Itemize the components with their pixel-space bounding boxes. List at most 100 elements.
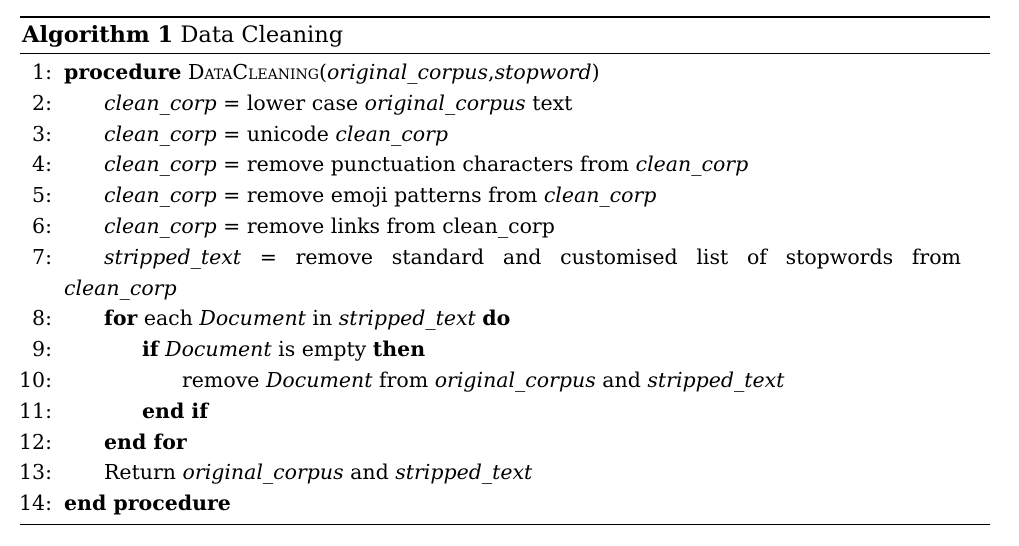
line-code: clean_corp = lower case original_corpus … xyxy=(104,88,572,119)
algorithm-caption: Algorithm 1 Data Cleaning xyxy=(22,17,343,53)
keyword-then: then xyxy=(372,337,426,362)
statement-text: lower case xyxy=(246,90,359,115)
line-number: 7: xyxy=(32,244,52,269)
variable: clean_corp xyxy=(104,90,217,115)
line-code: if Document is empty then xyxy=(142,334,425,365)
algorithm-name: Data Cleaning xyxy=(180,22,344,48)
line-number: 11: xyxy=(19,398,52,423)
variable: clean_corp xyxy=(543,183,657,208)
line-code: Return original_corpus and stripped_text xyxy=(104,457,532,488)
keyword-if: if xyxy=(142,337,159,362)
statement-word: from xyxy=(911,244,961,269)
line-code: clean_corp = unicode clean_corp xyxy=(104,119,448,150)
statement-word: list xyxy=(696,244,729,269)
line-number: 3: xyxy=(32,121,52,146)
line-code: clean_corp = remove punctuation characte… xyxy=(104,149,748,180)
statement-word: customised xyxy=(560,244,678,269)
algorithm-line-4: 4: clean_corp = remove punctuation chara… xyxy=(0,149,990,180)
line-number: 5: xyxy=(32,183,52,208)
algorithm-line-14: 14: end procedure xyxy=(0,488,990,519)
variable: clean_corp xyxy=(104,152,217,177)
keyword-end-if: end if xyxy=(142,398,209,423)
paren-close: ) xyxy=(591,60,600,84)
statement-text: is empty xyxy=(278,337,367,362)
algorithm-line-1: 1: procedure DataCleaning(original_corpu… xyxy=(0,57,990,88)
algorithm-line-6: 6: clean_corp = remove links from clean_… xyxy=(0,211,990,242)
algorithm-line-7-continuation: clean_corp xyxy=(0,273,990,304)
variable: stripped_text xyxy=(104,244,242,269)
statement-text: remove xyxy=(182,368,260,392)
statement-text: text xyxy=(532,90,573,115)
algorithm-line-2: 2: clean_corp = lower case original_corp… xyxy=(0,88,990,119)
statement-word: remove xyxy=(295,244,374,269)
keyword-procedure: procedure xyxy=(64,60,182,84)
algorithm-line-5: 5: clean_corp = remove emoji patterns fr… xyxy=(0,180,990,211)
variable: clean_corp xyxy=(64,275,177,300)
algorithm-line-13: 13: Return original_corpus and stripped_… xyxy=(0,457,990,488)
variable: clean_corp xyxy=(104,121,217,146)
variable: clean_corp xyxy=(335,121,449,146)
equals: = xyxy=(223,183,241,208)
comma: , xyxy=(488,60,495,84)
algorithm-line-8: 8: for each Document in stripped_text do xyxy=(0,303,990,334)
statement-text: remove punctuation characters from xyxy=(246,152,630,177)
algorithm-line-12: 12: end for xyxy=(0,427,990,458)
equals: = xyxy=(223,214,241,238)
statement-text: and xyxy=(602,368,641,392)
equals: = xyxy=(223,121,241,146)
keyword-end-procedure: end procedure xyxy=(64,491,231,516)
statement-text: from xyxy=(378,368,429,392)
keyword-do: do xyxy=(482,306,511,331)
statement-text: and xyxy=(350,460,389,485)
line-code: remove Document from original_corpus and… xyxy=(182,365,784,396)
statement-word: of xyxy=(746,244,767,269)
keyword-end-for: end for xyxy=(104,429,187,454)
statement-text: Return xyxy=(104,460,177,485)
line-number: 4: xyxy=(32,152,52,177)
statement-text: in xyxy=(312,306,333,331)
equals: = xyxy=(223,90,241,115)
variable: original_corpus xyxy=(434,368,596,392)
variable: original_corpus xyxy=(364,90,526,115)
statement-text: remove emoji patterns from xyxy=(246,183,538,208)
equals: = xyxy=(259,244,277,269)
line-code: procedure DataCleaning(original_corpus,s… xyxy=(64,57,600,88)
line-code: clean_corp = remove links from clean_cor… xyxy=(104,211,555,242)
line-number: 2: xyxy=(32,90,52,115)
statement-word: and xyxy=(502,244,542,269)
algorithm-label: Algorithm 1 xyxy=(22,22,174,48)
algorithm-line-10: 10: remove Document from original_corpus… xyxy=(0,365,990,396)
paren-open: ( xyxy=(318,60,327,84)
variable: Document xyxy=(199,306,306,331)
line-number: 6: xyxy=(32,214,52,238)
line-number: 1: xyxy=(32,60,52,84)
procedure-name: DataCleaning xyxy=(187,60,319,84)
caption-rule xyxy=(20,53,990,54)
top-rule xyxy=(20,16,990,18)
line-code: for each Document in stripped_text do xyxy=(104,303,510,334)
variable: Document xyxy=(165,337,272,362)
line-number: 9: xyxy=(32,337,52,362)
algorithm-line-9: 9: if Document is empty then xyxy=(0,334,990,365)
statement-text: unicode xyxy=(246,121,329,146)
line-number: 10: xyxy=(19,368,52,392)
line-number: 14: xyxy=(19,491,52,516)
argument-original-corpus: original_corpus xyxy=(326,60,489,84)
variable: clean_corp xyxy=(635,152,749,177)
variable: original_corpus xyxy=(182,460,344,485)
equals: = xyxy=(223,152,241,177)
line-number: 12: xyxy=(19,429,52,454)
variable: stripped_text xyxy=(647,368,785,392)
line-code: stripped_text = remove standard and cust… xyxy=(104,242,961,273)
line-code: clean_corp = remove emoji patterns from … xyxy=(104,180,656,211)
variable: stripped_text xyxy=(338,306,476,331)
statement-word: stopwords xyxy=(785,244,894,269)
variable: Document xyxy=(265,368,373,392)
variable: clean_corp xyxy=(104,214,217,238)
algorithm-line-7: 7: stripped_text = remove standard and c… xyxy=(0,242,990,273)
variable: stripped_text xyxy=(395,460,533,485)
algorithm-line-11: 11: end if xyxy=(0,396,990,427)
statement-text: each xyxy=(143,306,193,331)
statement-word: standard xyxy=(391,244,485,269)
line-number: 8: xyxy=(32,306,52,331)
